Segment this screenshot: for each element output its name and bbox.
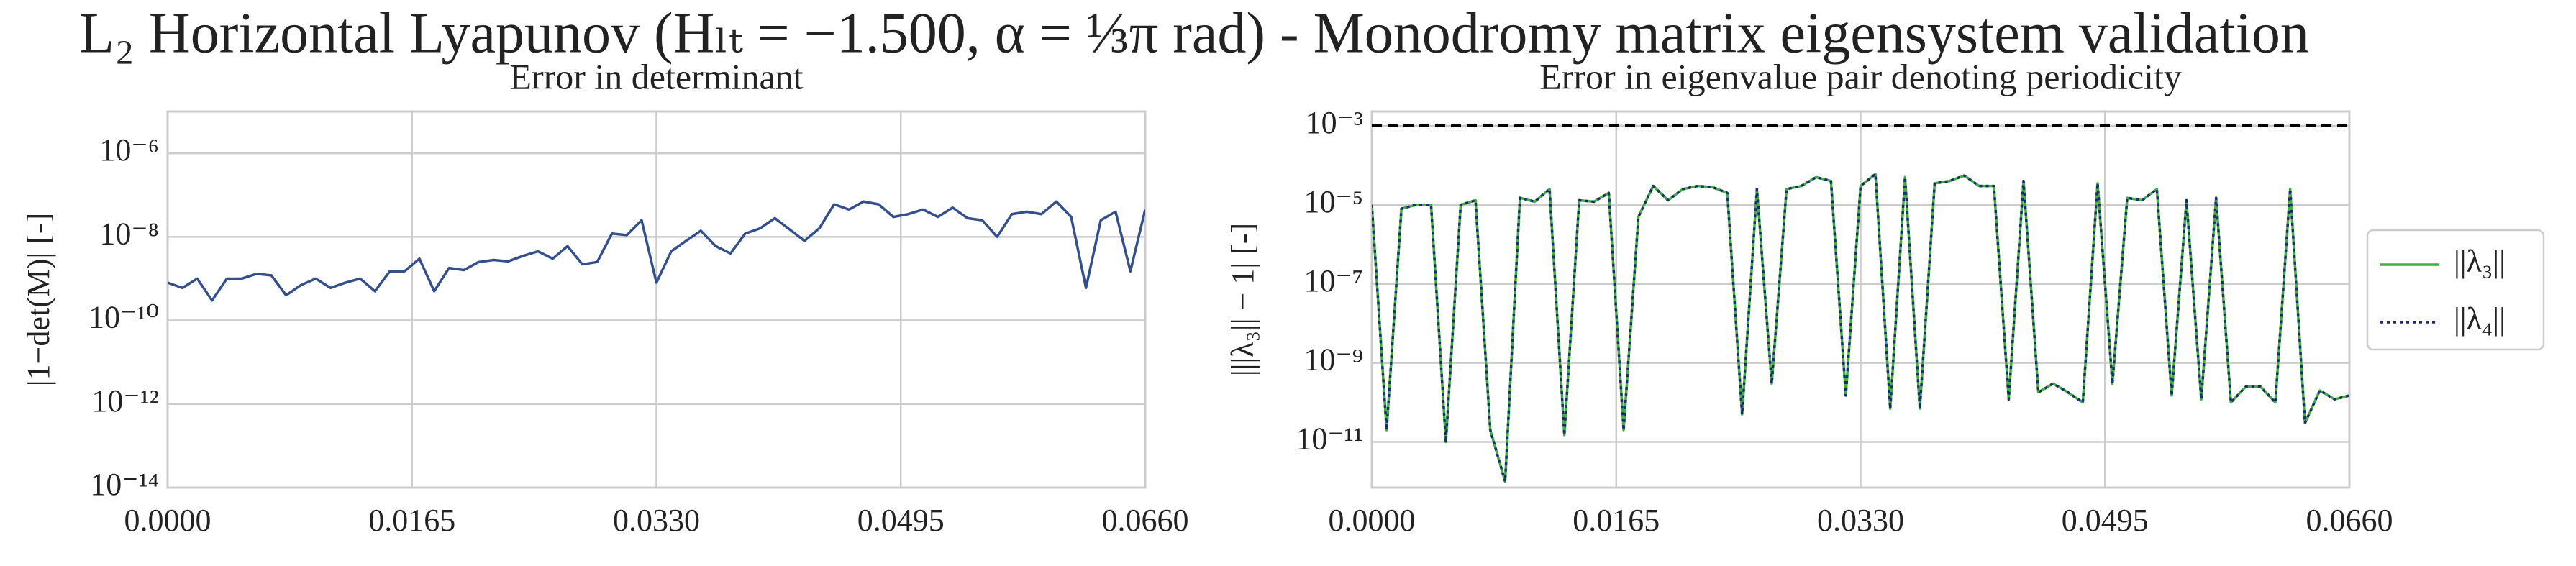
x-tick-label: 0.0330 — [1817, 503, 1904, 538]
series-line — [1372, 173, 2349, 483]
plot-area — [168, 200, 1145, 302]
x-tick-label: 0.0000 — [124, 503, 211, 538]
y-tick-label: 10⁻⁹ — [1303, 342, 1363, 378]
legend-label: ||λ₄|| — [2454, 301, 2506, 337]
y-tick-label: 10⁻¹² — [91, 383, 159, 419]
y-tick-label: 10⁻¹⁴ — [90, 467, 159, 502]
y-tick-label: 10⁻⁷ — [1303, 263, 1363, 298]
subplot-title: Error in eigenvalue pair denoting period… — [1539, 56, 2182, 96]
y-tick-label: 10⁻¹¹ — [1296, 421, 1363, 457]
series-line — [168, 200, 1145, 302]
x-tick-label: 0.0495 — [2062, 503, 2149, 538]
x-tick-label: 0.0660 — [2306, 503, 2393, 538]
y-axis-label: |||λ₃|| − 1| [-] — [1225, 223, 1260, 376]
x-tick-label: 0.0330 — [613, 503, 700, 538]
legend-label: ||λ₃|| — [2454, 244, 2506, 279]
y-tick-label: 10⁻⁶ — [99, 132, 159, 168]
x-tick-label: 0.0165 — [368, 503, 455, 538]
x-tick-label: 0.0495 — [857, 503, 945, 538]
legend-box — [2366, 229, 2545, 351]
y-tick-label: 10⁻⁸ — [99, 216, 159, 251]
subplot-title: Error in determinant — [509, 56, 803, 96]
x-tick-label: 0.0165 — [1573, 503, 1660, 538]
plot-area — [1372, 124, 2349, 483]
plot-frame — [1370, 110, 2351, 489]
y-tick-label: 10⁻³ — [1306, 105, 1363, 140]
plot-frame — [166, 110, 1147, 489]
figure-title: L₂ Horizontal Lyapunov (Hₗₜ = −1.500, α … — [79, 1, 2309, 65]
x-tick-label: 0.0660 — [1102, 503, 1189, 538]
x-tick-label: 0.0000 — [1329, 503, 1416, 538]
y-axis-label: |1−det(M)| [-] — [21, 213, 56, 387]
y-tick-label: 10⁻¹⁰ — [88, 300, 159, 335]
y-tick-label: 10⁻⁵ — [1303, 184, 1363, 219]
